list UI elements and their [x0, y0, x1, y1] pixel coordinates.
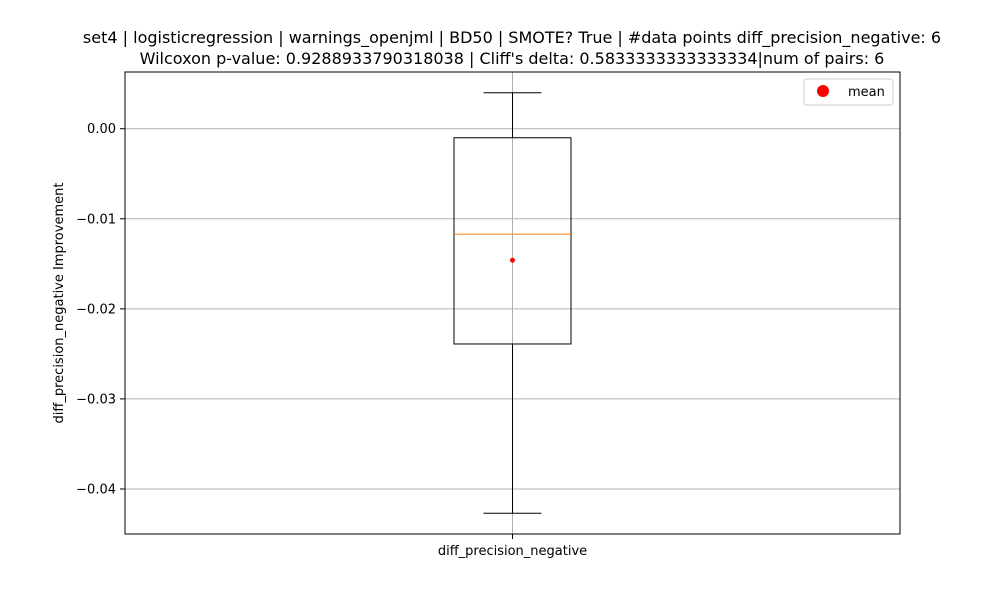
legend-frame — [803, 78, 894, 106]
x-tick-label: diff_precision_negative — [438, 544, 587, 559]
legend-mean-marker — [817, 85, 829, 97]
y-axis-ticks: 0.00 −0.01 −0.02 −0.03 −0.04 — [76, 122, 125, 497]
interquartile-box — [453, 137, 572, 345]
y-tick-label: −0.02 — [76, 302, 116, 317]
chart-title-line-1: set4 | logisticregression | warnings_ope… — [83, 28, 941, 48]
y-tick-label: 0.00 — [87, 122, 116, 137]
y-tick-label: −0.03 — [76, 392, 116, 407]
y-axis-label: diff_precision_negative Improvement — [52, 183, 67, 424]
legend: mean — [803, 78, 894, 106]
legend-entry-mean: mean — [848, 85, 885, 100]
box-plot — [453, 92, 572, 514]
mean-marker — [510, 257, 515, 263]
y-tick-label: −0.04 — [76, 482, 116, 497]
y-tick-label: −0.01 — [76, 212, 116, 227]
chart-title-line-2: Wilcoxon p-value: 0.9288933790318038 | C… — [140, 49, 885, 68]
